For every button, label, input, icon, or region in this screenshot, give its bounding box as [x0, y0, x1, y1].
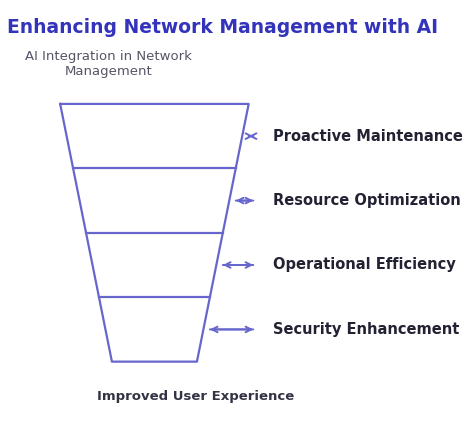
Text: Proactive Maintenance: Proactive Maintenance — [272, 128, 462, 144]
Text: Operational Efficiency: Operational Efficiency — [272, 257, 455, 273]
Text: Security Enhancement: Security Enhancement — [272, 322, 459, 337]
Text: Enhancing Network Management with AI: Enhancing Network Management with AI — [7, 17, 439, 36]
Text: Resource Optimization: Resource Optimization — [272, 193, 461, 208]
Text: AI Integration in Network
Management: AI Integration in Network Management — [25, 50, 192, 78]
Text: Improved User Experience: Improved User Experience — [97, 391, 295, 404]
